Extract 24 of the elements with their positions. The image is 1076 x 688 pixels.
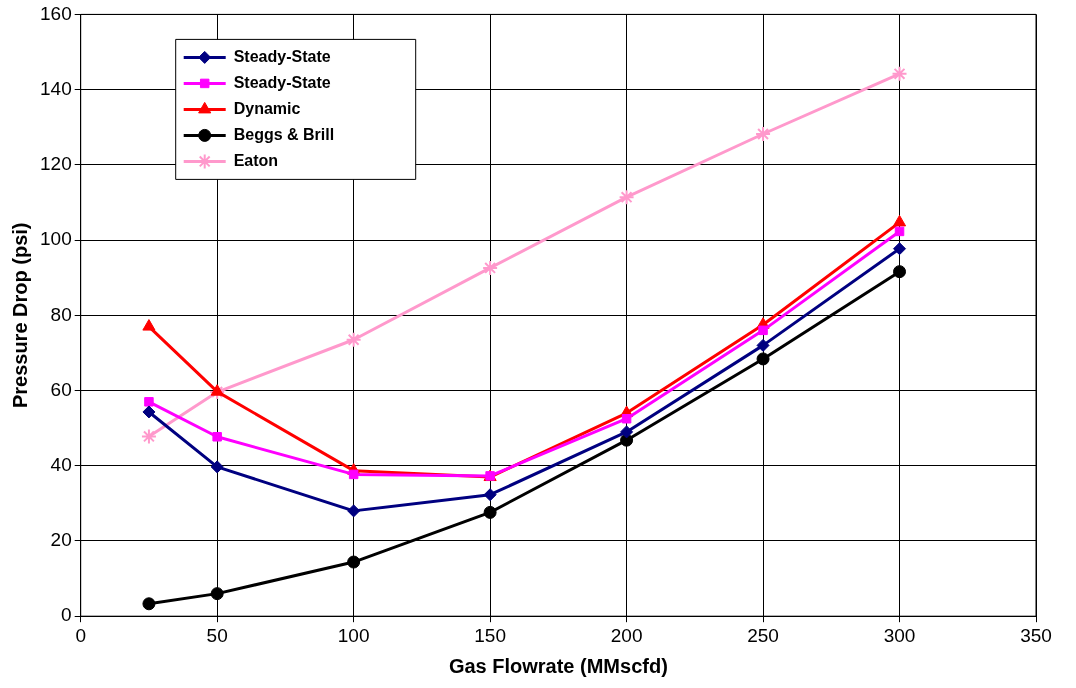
y-tick-label: 0 [61, 604, 72, 626]
y-tick-label: 100 [40, 228, 72, 250]
x-axis-title: Gas Flowrate (MMscfd) [448, 654, 668, 677]
y-tick-label: 140 [40, 77, 72, 99]
y-tick-label: 80 [50, 303, 72, 325]
x-tick-label: 150 [474, 624, 506, 646]
x-tick-label: 100 [337, 624, 370, 646]
x-tick-label: 250 [747, 624, 779, 646]
y-tick-label: 40 [50, 453, 72, 475]
x-tick-label: 50 [206, 624, 228, 646]
legend-label: Eaton [233, 151, 279, 169]
legend-label: Steady-State [233, 73, 331, 91]
x-tick-label: 300 [883, 624, 916, 646]
y-tick-label: 120 [40, 153, 72, 175]
x-tick-label: 350 [1020, 624, 1052, 646]
legend-label: Steady-State [233, 47, 331, 65]
y-tick-label: 160 [40, 2, 72, 24]
legend-label: Beggs & Brill [233, 125, 335, 143]
y-axis-title: Pressure Drop (psi) [8, 222, 31, 409]
legend-label: Dynamic [233, 99, 301, 117]
y-tick-label: 60 [50, 378, 72, 400]
x-tick-label: 200 [610, 624, 643, 646]
y-tick-label: 20 [50, 529, 72, 551]
x-tick-label: 0 [75, 624, 86, 646]
